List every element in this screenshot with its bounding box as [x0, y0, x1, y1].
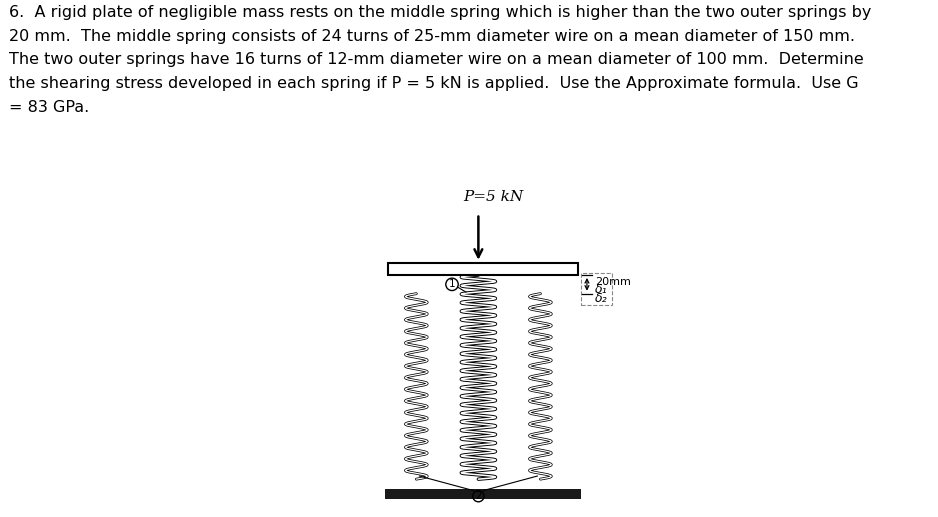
- Text: P=5 kN: P=5 kN: [462, 190, 523, 204]
- Bar: [386, 489, 581, 499]
- Text: 6.  A rigid plate of negligible mass rests on the middle spring which is higher : 6. A rigid plate of negligible mass rest…: [9, 5, 871, 115]
- Bar: [581, 273, 612, 305]
- Text: δ₁: δ₁: [595, 283, 607, 296]
- Text: 20mm: 20mm: [595, 277, 630, 286]
- Bar: [388, 263, 578, 275]
- Text: δ₂: δ₂: [595, 292, 607, 305]
- Text: 2: 2: [476, 491, 481, 501]
- Text: 1: 1: [448, 279, 455, 290]
